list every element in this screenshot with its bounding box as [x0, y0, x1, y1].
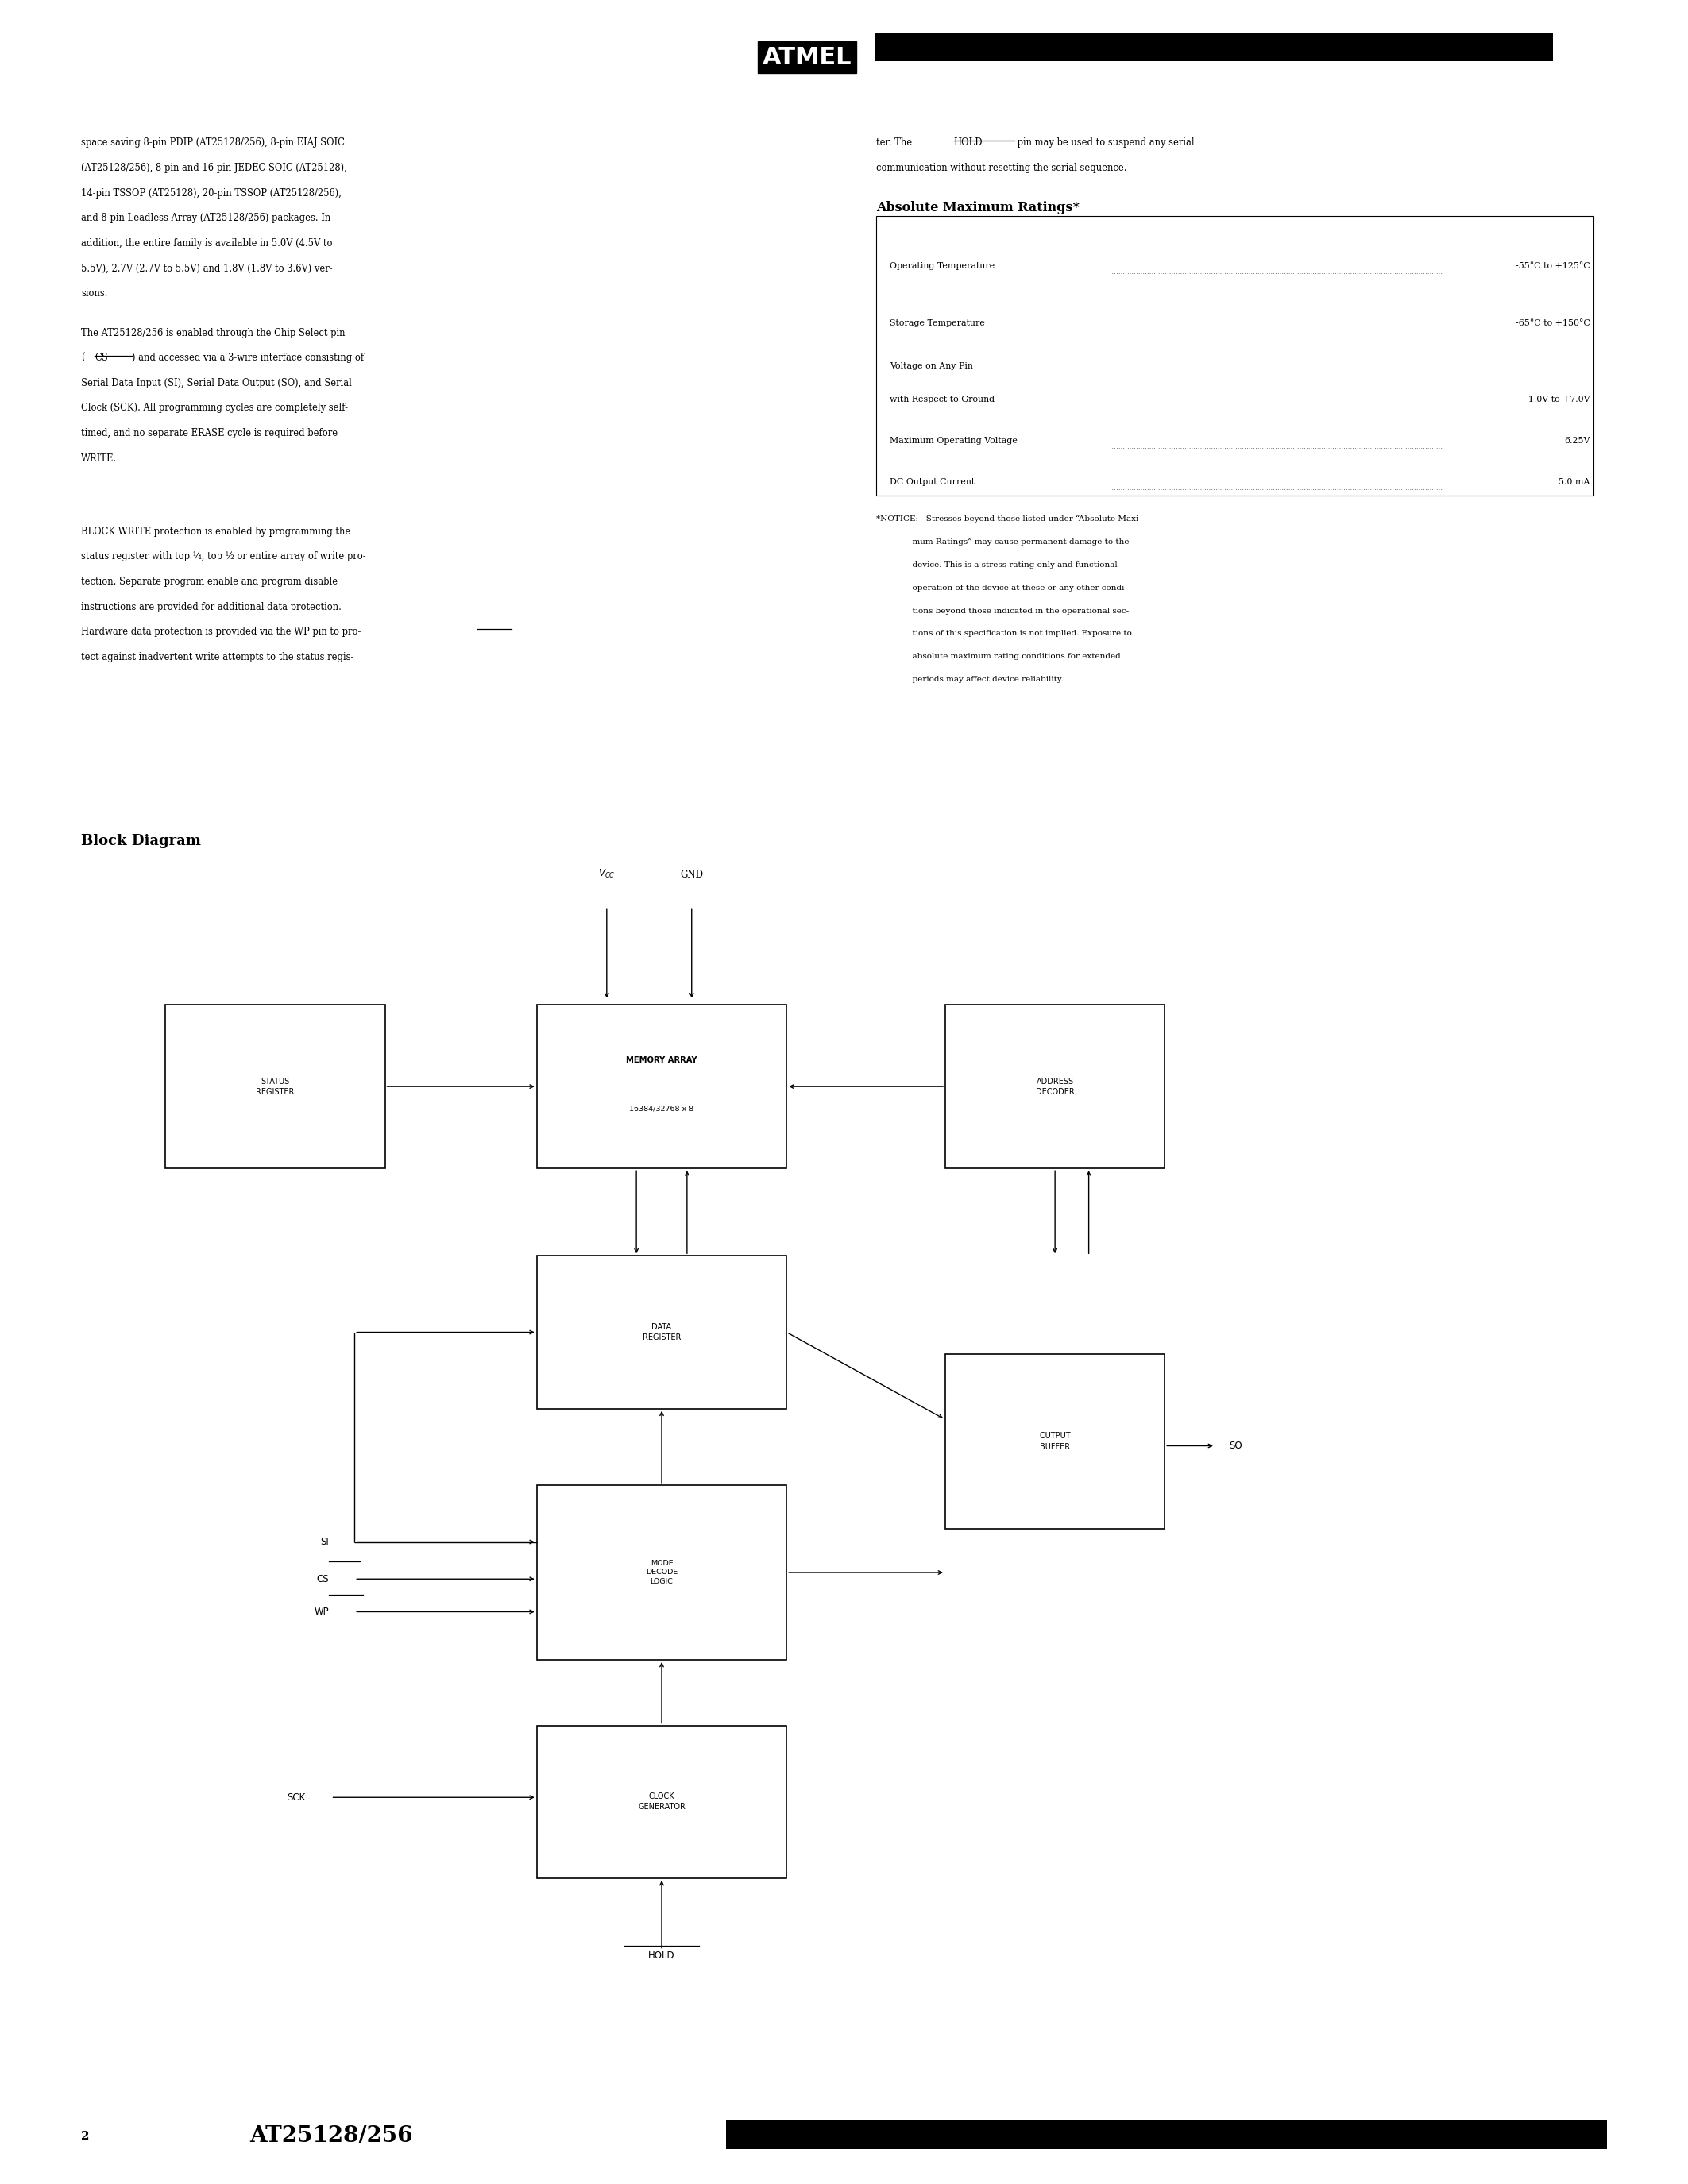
Text: GND: GND — [680, 869, 704, 880]
Text: -55°C to +125°C: -55°C to +125°C — [1516, 262, 1590, 271]
Text: Operating Temperature: Operating Temperature — [890, 262, 994, 271]
Bar — [165, 1005, 385, 1168]
Text: timed, and no separate ERASE cycle is required before: timed, and no separate ERASE cycle is re… — [81, 428, 338, 439]
Text: BLOCK WRITE protection is enabled by programming the: BLOCK WRITE protection is enabled by pro… — [81, 526, 351, 537]
Text: status register with top ¼, top ½ or entire array of write pro-: status register with top ¼, top ½ or ent… — [81, 553, 366, 561]
Text: addition, the entire family is available in 5.0V (4.5V to: addition, the entire family is available… — [81, 238, 333, 249]
Text: SI: SI — [321, 1538, 329, 1546]
Text: OUTPUT
BUFFER: OUTPUT BUFFER — [1040, 1433, 1070, 1450]
Text: 14-pin TSSOP (AT25128), 20-pin TSSOP (AT25128/256),: 14-pin TSSOP (AT25128), 20-pin TSSOP (AT… — [81, 188, 341, 199]
Text: MODE
DECODE
LOGIC: MODE DECODE LOGIC — [647, 1559, 677, 1586]
Text: ) and accessed via a 3-wire interface consisting of: ) and accessed via a 3-wire interface co… — [132, 354, 363, 363]
Bar — [945, 1005, 1165, 1168]
Text: Absolute Maximum Ratings*: Absolute Maximum Ratings* — [876, 201, 1079, 214]
Text: ter. The: ter. The — [876, 138, 915, 149]
Text: WP: WP — [314, 1607, 329, 1616]
Text: Storage Temperature: Storage Temperature — [890, 319, 984, 328]
Text: CLOCK
GENERATOR: CLOCK GENERATOR — [638, 1793, 685, 1811]
Text: DC Output Current: DC Output Current — [890, 478, 974, 487]
Bar — [945, 1354, 1165, 1529]
Text: SO: SO — [1229, 1441, 1242, 1450]
Text: tions of this specification is not implied. Exposure to: tions of this specification is not impli… — [876, 631, 1131, 638]
Text: Hardware data protection is provided via the WP pin to pro-: Hardware data protection is provided via… — [81, 627, 361, 638]
Text: tection. Separate program enable and program disable: tection. Separate program enable and pro… — [81, 577, 338, 587]
Text: 5.0 mA: 5.0 mA — [1558, 478, 1590, 487]
Text: (: ( — [81, 354, 84, 363]
Text: $V_{CC}$: $V_{CC}$ — [598, 869, 616, 880]
Text: instructions are provided for additional data protection.: instructions are provided for additional… — [81, 603, 341, 612]
Text: DATA
REGISTER: DATA REGISTER — [643, 1324, 680, 1341]
Bar — [537, 1256, 787, 1409]
Text: WRITE.: WRITE. — [81, 454, 116, 463]
Text: SCK: SCK — [287, 1793, 306, 1802]
Bar — [726, 2121, 1607, 2149]
Text: Block Diagram: Block Diagram — [81, 834, 201, 850]
Text: tions beyond those indicated in the operational sec-: tions beyond those indicated in the oper… — [876, 607, 1129, 614]
Text: ADDRESS
DECODER: ADDRESS DECODER — [1036, 1077, 1074, 1096]
Text: AT25128/256: AT25128/256 — [250, 2125, 414, 2147]
Text: operation of the device at these or any other condi-: operation of the device at these or any … — [876, 585, 1128, 592]
Text: device. This is a stress rating only and functional: device. This is a stress rating only and… — [876, 561, 1117, 568]
Text: The AT25128/256 is enabled through the Chip Select pin: The AT25128/256 is enabled through the C… — [81, 328, 344, 339]
Text: HOLD: HOLD — [648, 1950, 675, 1961]
Text: Serial Data Input (SI), Serial Data Output (SO), and Serial: Serial Data Input (SI), Serial Data Outp… — [81, 378, 351, 389]
Text: space saving 8-pin PDIP (AT25128/256), 8-pin EIAJ SOIC: space saving 8-pin PDIP (AT25128/256), 8… — [81, 138, 344, 149]
Text: periods may affect device reliability.: periods may affect device reliability. — [876, 677, 1063, 684]
Text: 5.5V), 2.7V (2.7V to 5.5V) and 1.8V (1.8V to 3.6V) ver-: 5.5V), 2.7V (2.7V to 5.5V) and 1.8V (1.8… — [81, 264, 333, 273]
Bar — [537, 1485, 787, 1660]
Text: 2: 2 — [81, 2129, 89, 2143]
Text: ATMEL: ATMEL — [763, 46, 851, 70]
Text: Maximum Operating Voltage: Maximum Operating Voltage — [890, 437, 1018, 446]
Text: 6.25V: 6.25V — [1565, 437, 1590, 446]
Text: mum Ratings” may cause permanent damage to the: mum Ratings” may cause permanent damage … — [876, 539, 1129, 546]
Bar — [876, 216, 1593, 496]
Text: CS: CS — [95, 354, 108, 363]
Text: CS: CS — [317, 1575, 329, 1583]
Text: HOLD: HOLD — [954, 138, 982, 149]
Text: -65°C to +150°C: -65°C to +150°C — [1516, 319, 1590, 328]
Text: pin may be used to suspend any serial: pin may be used to suspend any serial — [1014, 138, 1195, 149]
Text: 16384/32768 x 8: 16384/32768 x 8 — [630, 1105, 694, 1112]
Bar — [537, 1005, 787, 1168]
Text: with Respect to Ground: with Respect to Ground — [890, 395, 994, 404]
Bar — [537, 1725, 787, 1878]
Text: -1.0V to +7.0V: -1.0V to +7.0V — [1526, 395, 1590, 404]
Text: and 8-pin Leadless Array (AT25128/256) packages. In: and 8-pin Leadless Array (AT25128/256) p… — [81, 214, 331, 223]
Text: *NOTICE:   Stresses beyond those listed under “Absolute Maxi-: *NOTICE: Stresses beyond those listed un… — [876, 515, 1141, 522]
Text: (AT25128/256), 8-pin and 16-pin JEDEC SOIC (AT25128),: (AT25128/256), 8-pin and 16-pin JEDEC SO… — [81, 162, 348, 173]
Text: Voltage on Any Pin: Voltage on Any Pin — [890, 363, 972, 371]
Text: Clock (SCK). All programming cycles are completely self-: Clock (SCK). All programming cycles are … — [81, 402, 348, 413]
Text: sions.: sions. — [81, 288, 108, 299]
Text: MEMORY ARRAY: MEMORY ARRAY — [626, 1057, 697, 1064]
Bar — [874, 33, 1553, 61]
Text: tect against inadvertent write attempts to the status regis-: tect against inadvertent write attempts … — [81, 651, 354, 662]
Text: absolute maximum rating conditions for extended: absolute maximum rating conditions for e… — [876, 653, 1121, 660]
Text: STATUS
REGISTER: STATUS REGISTER — [257, 1077, 294, 1096]
Text: communication without resetting the serial sequence.: communication without resetting the seri… — [876, 162, 1126, 173]
